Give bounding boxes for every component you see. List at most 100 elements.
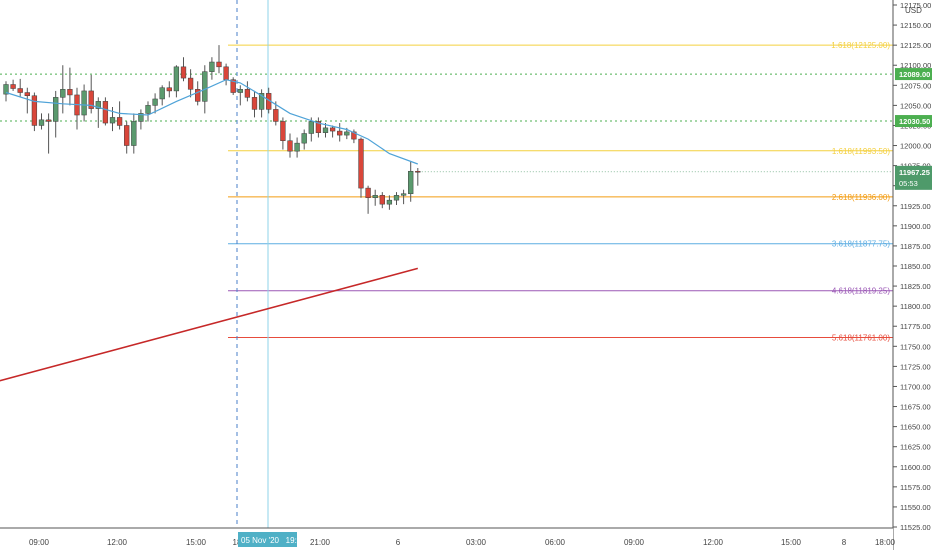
candle-body [273,109,279,122]
candle-body [53,97,59,122]
candle-body [131,121,137,146]
price-tick-label: 12175.00 [900,1,931,10]
currency-label: USD [905,6,922,15]
price-tick-label: 12125.00 [900,41,931,50]
fib-levels-group: 1.618(12125.00) 1.618(11993.50) 2.618(1193… [228,41,893,342]
price-tick-label: 11900.00 [900,222,931,231]
time-tick-label: 6 [396,538,401,547]
candle-body [60,89,66,98]
price-tick-label: 11875.00 [900,242,931,251]
level-badge [895,68,932,81]
crosshair-time-label: 05 Nov '20 19:00 [238,532,306,547]
candle-body [10,84,16,89]
candle-body [45,119,52,122]
time-tick-label: 09:00 [29,538,50,547]
candle-body [223,66,229,80]
candle-body [351,131,357,140]
candle-body [159,87,165,100]
candle-body [24,92,30,96]
candle-body [386,199,393,205]
time-tick-label: 18:00 [875,538,896,547]
time-tick-label: 15:00 [781,538,802,547]
candle-body [400,193,407,196]
price-tick-label: 12150.00 [900,21,931,30]
time-tick-label: 21:00 [310,538,331,547]
candle-body [17,88,23,93]
price-tick-label: 11750.00 [900,342,931,351]
price-tick-label: 11850.00 [900,262,931,271]
candle-body [180,66,187,79]
candle-body [145,105,151,114]
fib-level-label: 5.618(11761.00) [832,333,890,342]
time-tick-label: 15:00 [186,538,207,547]
candle-body [216,61,222,68]
candle-body [102,101,109,124]
price-tick-label: 11600.00 [900,463,931,472]
candle-body [38,119,45,126]
candle-body [187,77,194,90]
candle-body [116,117,123,126]
price-tick-label: 11650.00 [900,423,931,432]
candle-body [3,84,9,95]
price-tick-label: 11675.00 [900,403,931,412]
candle-body [95,101,101,109]
moving-average-group [5,79,419,165]
candle-body [244,89,251,98]
candle-body [202,71,208,102]
current-price-badge [895,165,932,190]
candle-body [315,121,322,133]
price-tick-label: 11775.00 [900,322,931,331]
price-axis[interactable]: USD 11525.00 11550.00 11575.00 11600.00 1162… [892,0,932,550]
crosshair-group [236,0,269,528]
candle-body [195,89,201,102]
candle-body [166,87,172,92]
fib-level-label: 3.618(11877.75) [832,240,890,249]
candle-body [88,90,94,109]
candle-body [365,187,371,198]
candle-body [415,170,421,173]
candle-body [173,66,180,92]
horizontal-levels-group [0,73,893,173]
candle-body [280,121,286,141]
candle-body [258,93,265,110]
fib-level-label: 1.618(12125.00) [831,41,890,50]
candle-body [393,195,400,201]
price-tick-label: 11550.00 [900,503,931,512]
time-axis[interactable]: 09:00 12:00 15:00 18 21:00 6 03:00 06:00 09:00 12… [0,527,896,550]
price-tick-label: 11575.00 [900,483,931,492]
price-tick-label: 11800.00 [900,302,931,311]
candle-body [124,125,130,146]
candle-body [31,95,38,126]
candle-body [372,195,378,198]
candles-group [3,45,421,214]
candle-body [308,121,314,134]
candle-body [152,98,158,106]
candle-body [294,142,300,152]
price-tick-label: 12100.00 [900,61,931,70]
candle-body [337,130,343,136]
fib-level-label: 2.618(11936.00) [832,193,890,202]
time-tick-label: 12:00 [107,538,128,547]
price-tick-label: 12075.00 [900,81,931,90]
price-tick-label: 11725.00 [900,362,931,371]
time-tick-label: 09:00 [624,538,645,547]
trend-line-group [0,267,419,382]
price-tick-label: 12050.00 [900,101,931,110]
candle-body [379,195,385,205]
level-badge-label: 12089.00 [899,70,930,79]
candle-body [358,138,364,189]
price-countdown-label: 05:53 [899,179,918,188]
candle-body [329,127,336,132]
fib-level-label: 4.618(11819.25) [832,287,890,296]
candle-body [67,89,73,96]
candle-body [138,113,144,122]
candle-body [287,140,293,152]
candle-body [322,127,329,133]
time-tick-label: 06:00 [545,538,566,547]
moving-average-line [5,79,419,165]
candle-body [251,97,258,110]
candle-body [237,89,243,93]
candle-body [301,133,307,144]
